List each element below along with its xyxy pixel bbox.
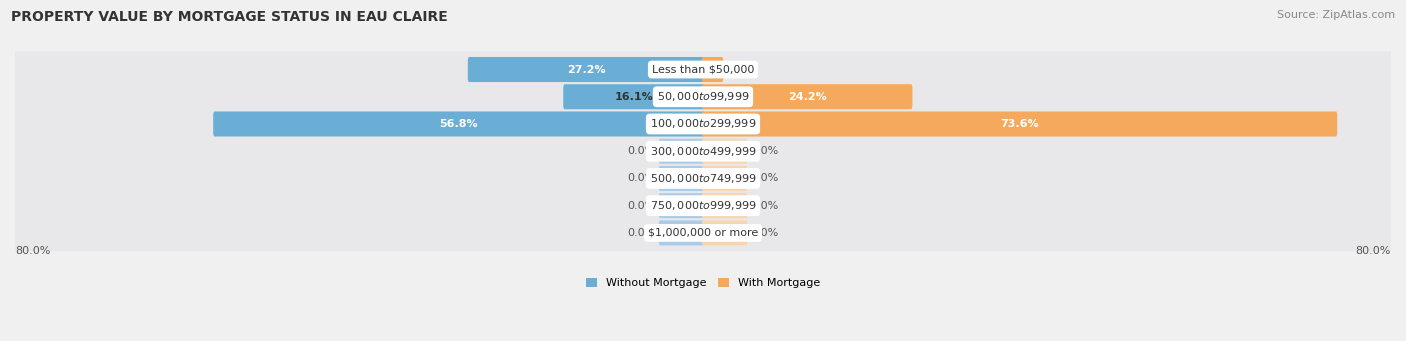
FancyBboxPatch shape — [702, 112, 1337, 136]
Text: 16.1%: 16.1% — [614, 92, 654, 102]
Text: 0.0%: 0.0% — [751, 201, 779, 211]
Text: 0.0%: 0.0% — [751, 228, 779, 238]
Text: Source: ZipAtlas.com: Source: ZipAtlas.com — [1277, 10, 1395, 20]
FancyBboxPatch shape — [8, 106, 1398, 142]
FancyBboxPatch shape — [702, 193, 748, 218]
FancyBboxPatch shape — [8, 133, 1398, 169]
Text: 0.0%: 0.0% — [751, 174, 779, 183]
Text: 0.0%: 0.0% — [627, 174, 655, 183]
Text: $1,000,000 or more: $1,000,000 or more — [648, 228, 758, 238]
Text: 24.2%: 24.2% — [787, 92, 827, 102]
FancyBboxPatch shape — [702, 57, 723, 82]
FancyBboxPatch shape — [8, 51, 1398, 88]
FancyBboxPatch shape — [8, 78, 1398, 115]
Text: 56.8%: 56.8% — [440, 119, 478, 129]
Text: 2.2%: 2.2% — [697, 64, 728, 75]
Text: $500,000 to $749,999: $500,000 to $749,999 — [650, 172, 756, 185]
FancyBboxPatch shape — [702, 220, 748, 246]
FancyBboxPatch shape — [702, 166, 748, 191]
FancyBboxPatch shape — [702, 139, 748, 164]
Text: $300,000 to $499,999: $300,000 to $499,999 — [650, 145, 756, 158]
Text: 0.0%: 0.0% — [627, 201, 655, 211]
Text: 80.0%: 80.0% — [1355, 246, 1391, 256]
Legend: Without Mortgage, With Mortgage: Without Mortgage, With Mortgage — [582, 273, 824, 293]
Text: 0.0%: 0.0% — [751, 146, 779, 156]
FancyBboxPatch shape — [8, 215, 1398, 251]
Text: $50,000 to $99,999: $50,000 to $99,999 — [657, 90, 749, 103]
FancyBboxPatch shape — [8, 160, 1398, 197]
FancyBboxPatch shape — [658, 166, 704, 191]
FancyBboxPatch shape — [214, 112, 704, 136]
FancyBboxPatch shape — [658, 139, 704, 164]
FancyBboxPatch shape — [658, 220, 704, 246]
FancyBboxPatch shape — [468, 57, 704, 82]
Text: 0.0%: 0.0% — [627, 228, 655, 238]
Text: PROPERTY VALUE BY MORTGAGE STATUS IN EAU CLAIRE: PROPERTY VALUE BY MORTGAGE STATUS IN EAU… — [11, 10, 449, 24]
Text: 0.0%: 0.0% — [627, 146, 655, 156]
Text: Less than $50,000: Less than $50,000 — [652, 64, 754, 75]
Text: 27.2%: 27.2% — [567, 64, 606, 75]
Text: 80.0%: 80.0% — [15, 246, 51, 256]
FancyBboxPatch shape — [8, 188, 1398, 224]
Text: 73.6%: 73.6% — [1000, 119, 1039, 129]
FancyBboxPatch shape — [658, 193, 704, 218]
Text: $750,000 to $999,999: $750,000 to $999,999 — [650, 199, 756, 212]
Text: $100,000 to $299,999: $100,000 to $299,999 — [650, 118, 756, 131]
FancyBboxPatch shape — [564, 84, 704, 109]
FancyBboxPatch shape — [702, 84, 912, 109]
